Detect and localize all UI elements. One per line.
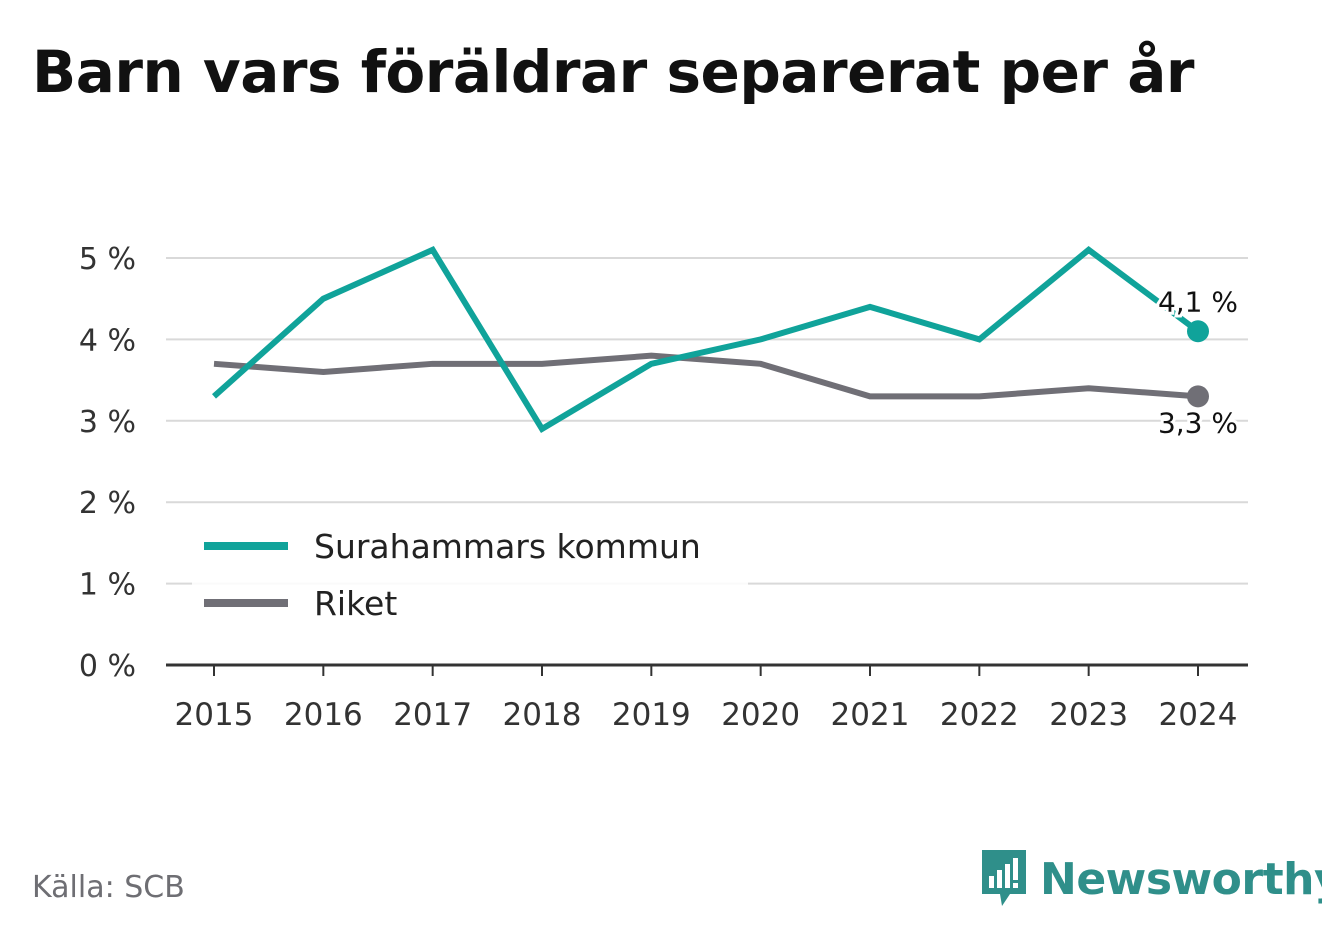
legend-label: Surahammars kommun xyxy=(314,527,701,566)
x-tick-label: 2019 xyxy=(612,697,691,733)
legend-box xyxy=(192,520,748,638)
series-line xyxy=(213,352,1199,400)
brand-name: Newsworthy xyxy=(1040,853,1322,905)
series-line xyxy=(212,246,1200,434)
y-tick-label: 1 % xyxy=(79,568,136,603)
x-tick-label: 2016 xyxy=(284,697,363,733)
x-tick-label: 2020 xyxy=(721,697,800,733)
x-tick-label: 2024 xyxy=(1159,697,1238,733)
y-tick-label: 4 % xyxy=(79,323,136,358)
end-value-label: 3,3 % xyxy=(1158,406,1238,439)
x-tick-label: 2021 xyxy=(831,697,910,733)
end-point xyxy=(1187,320,1209,343)
y-tick-label: 3 % xyxy=(79,405,136,440)
end-point xyxy=(1187,385,1209,408)
x-tick-label: 2017 xyxy=(393,697,472,733)
x-tick-label: 2023 xyxy=(1049,697,1128,733)
x-tick-label: 2015 xyxy=(175,697,254,733)
newsworthy-logo-icon xyxy=(982,850,1026,906)
y-tick-label: 5 % xyxy=(79,242,136,277)
source-label: Källa: SCB xyxy=(32,870,185,905)
chart-title: Barn vars föräldrar separerat per år xyxy=(32,38,1194,106)
end-value-label: 4,1 % xyxy=(1158,285,1238,318)
legend-label: Riket xyxy=(314,584,397,623)
x-tick-label: 2018 xyxy=(503,697,582,733)
y-tick-label: 2 % xyxy=(79,486,136,521)
y-tick-label: 0 % xyxy=(79,649,136,684)
brand-logo[interactable]: Newsworthy xyxy=(980,848,1322,910)
x-tick-label: 2022 xyxy=(940,697,1019,733)
